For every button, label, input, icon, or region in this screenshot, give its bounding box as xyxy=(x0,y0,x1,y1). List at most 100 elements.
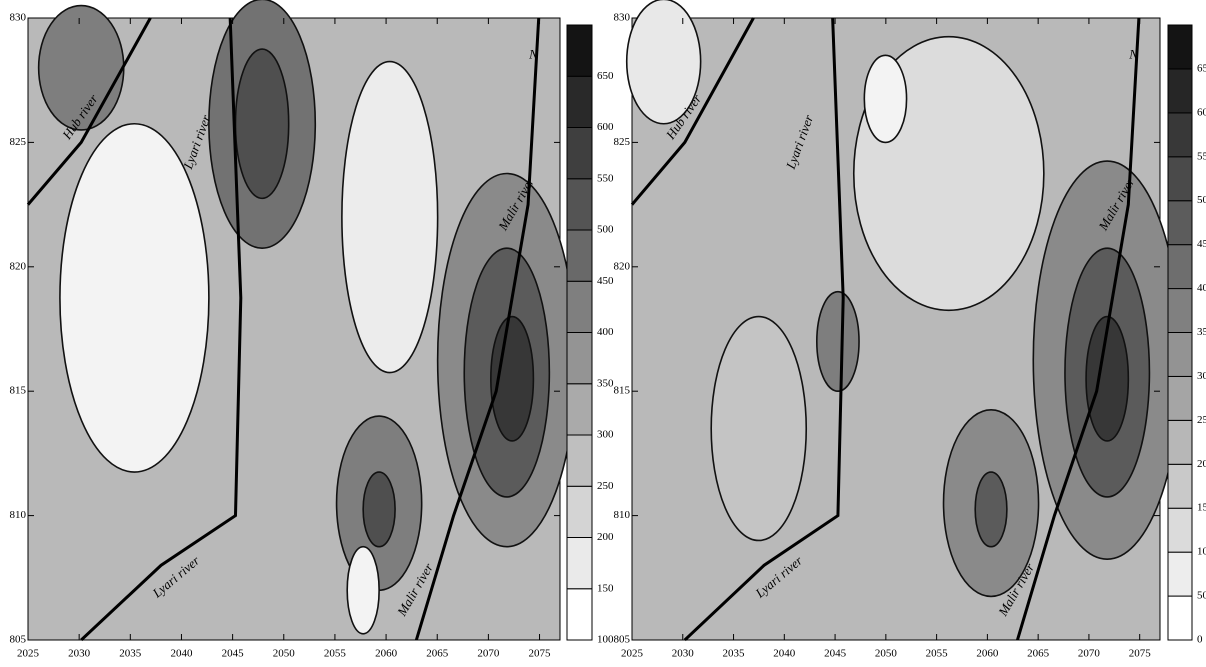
x-tick-label: 2065 xyxy=(426,648,449,660)
colorbar-band xyxy=(566,280,593,333)
x-tick-label: 2050 xyxy=(875,648,898,660)
colorbar-label: 600 xyxy=(597,121,614,133)
y-tick-label: 810 xyxy=(10,509,27,521)
colorbar-band xyxy=(1167,463,1193,509)
colorbar-label: 600 xyxy=(1197,106,1206,118)
river xyxy=(80,17,243,642)
colorbar-label: 650 xyxy=(597,70,614,82)
colorbar-band xyxy=(1167,24,1193,70)
contour-region xyxy=(59,122,210,473)
colorbar-band xyxy=(566,485,593,538)
contour-region xyxy=(710,315,808,542)
contour-region xyxy=(362,471,396,548)
x-tick-label: 2055 xyxy=(926,648,949,660)
colorbar-label: 150 xyxy=(1197,502,1206,514)
colorbar-label: 350 xyxy=(597,377,614,389)
y-tick-label: 820 xyxy=(10,260,27,272)
x-tick-label: 2040 xyxy=(170,648,193,660)
colorbar-band xyxy=(1167,156,1193,202)
x-tick-label: 2065 xyxy=(1027,648,1050,660)
colorbar-band xyxy=(1167,288,1193,334)
colorbar-band xyxy=(566,229,593,282)
contour-region xyxy=(815,290,860,392)
colorbar-label: 100 xyxy=(1197,546,1206,558)
y-tick-label: 815 xyxy=(10,385,27,397)
y-tick-label: 825 xyxy=(10,136,27,148)
colorbar-label: 500 xyxy=(597,224,614,236)
x-tick-label: 2025 xyxy=(17,648,40,660)
x-tick-label: 2060 xyxy=(976,648,999,660)
x-tick-label: 2045 xyxy=(222,648,245,660)
colorbar-label: 300 xyxy=(597,429,614,441)
x-tick-label: 2070 xyxy=(1078,648,1101,660)
colorbar-label: 250 xyxy=(1197,414,1206,426)
colorbar-band xyxy=(1167,551,1193,597)
river xyxy=(26,17,152,206)
x-tick-label: 2030 xyxy=(672,648,695,660)
y-tick-label: 830 xyxy=(10,12,27,24)
contour-region xyxy=(863,54,908,144)
colorbar-band xyxy=(1167,595,1193,641)
colorbar-label: 350 xyxy=(1197,326,1206,338)
x-tick-label: 2075 xyxy=(1129,648,1152,660)
colorbar-label: 250 xyxy=(597,480,614,492)
x-tick-label: 2075 xyxy=(529,648,552,660)
river xyxy=(1016,17,1141,641)
x-tick-label: 2060 xyxy=(375,648,398,660)
contour-region xyxy=(234,48,290,200)
x-tick-label: 2050 xyxy=(273,648,296,660)
colorbar-band xyxy=(566,332,593,385)
y-tick-label: 805 xyxy=(614,634,631,646)
x-tick-label: 2035 xyxy=(119,648,142,660)
river xyxy=(630,17,755,206)
y-tick-label: 810 xyxy=(614,509,631,521)
colorbar-label: 500 xyxy=(1197,194,1206,206)
colorbar-label: 550 xyxy=(597,172,614,184)
colorbar-band xyxy=(566,434,593,487)
colorbar-label: 450 xyxy=(597,275,614,287)
x-tick-label: 2070 xyxy=(477,648,500,660)
colorbar-band xyxy=(1167,244,1193,290)
colorbar-label: 150 xyxy=(597,582,614,594)
colorbar-label: 100 xyxy=(597,634,614,646)
colorbar-band xyxy=(566,24,593,77)
colorbar-band xyxy=(1167,419,1193,465)
x-tick-label: 2025 xyxy=(621,648,644,660)
colorbar-band xyxy=(566,383,593,436)
colorbar-band xyxy=(1167,112,1193,158)
contour-region xyxy=(341,60,439,374)
y-tick-label: 820 xyxy=(614,260,631,272)
colorbar-label: 450 xyxy=(1197,238,1206,250)
colorbar-band xyxy=(1167,68,1193,114)
colorbar-label: 300 xyxy=(1197,370,1206,382)
contour-region xyxy=(490,315,535,442)
colorbar-label: 50 xyxy=(1197,590,1206,602)
colorbar-band xyxy=(566,75,593,128)
x-tick-label: 2035 xyxy=(723,648,746,660)
colorbar-band xyxy=(1167,507,1193,553)
colorbar-band xyxy=(1167,200,1193,246)
colorbar-label: 550 xyxy=(1197,150,1206,162)
river-label: N xyxy=(1128,46,1139,61)
x-tick-label: 2045 xyxy=(824,648,847,660)
colorbar-band xyxy=(566,588,593,641)
y-tick-label: 825 xyxy=(614,136,631,148)
colorbar-label: 650 xyxy=(1197,62,1206,74)
river-label: N xyxy=(528,46,539,61)
y-tick-label: 815 xyxy=(614,385,631,397)
colorbar-label: 200 xyxy=(1197,458,1206,470)
colorbar-label: 400 xyxy=(597,326,614,338)
y-tick-label: 830 xyxy=(614,12,631,24)
colorbar-band xyxy=(566,127,593,180)
colorbar-band xyxy=(1167,375,1193,421)
river xyxy=(414,17,541,641)
colorbar-label: 0 xyxy=(1197,634,1203,646)
contour-region xyxy=(1085,315,1130,442)
colorbar-label: 200 xyxy=(597,531,614,543)
x-tick-label: 2030 xyxy=(68,648,91,660)
contour-region xyxy=(346,545,380,635)
colorbar-band xyxy=(566,178,593,231)
